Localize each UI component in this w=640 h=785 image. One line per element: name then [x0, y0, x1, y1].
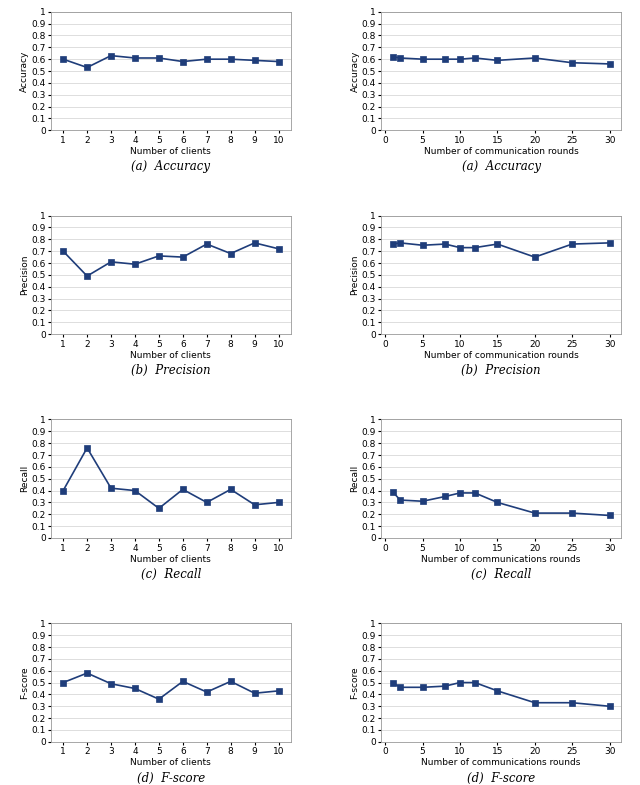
X-axis label: Number of clients: Number of clients — [131, 758, 211, 768]
Y-axis label: Accuracy: Accuracy — [351, 50, 360, 92]
X-axis label: Number of communication rounds: Number of communication rounds — [424, 147, 579, 156]
X-axis label: Number of clients: Number of clients — [131, 351, 211, 360]
X-axis label: Number of communications rounds: Number of communications rounds — [422, 758, 581, 768]
Y-axis label: Precision: Precision — [20, 254, 29, 295]
Y-axis label: Accuracy: Accuracy — [20, 50, 29, 92]
Text: (a)  Accuracy: (a) Accuracy — [461, 160, 541, 173]
Y-axis label: F-score: F-score — [351, 666, 360, 699]
Y-axis label: F-score: F-score — [20, 666, 29, 699]
Text: (a)  Accuracy: (a) Accuracy — [131, 160, 211, 173]
Y-axis label: Recall: Recall — [351, 465, 360, 492]
X-axis label: Number of communication rounds: Number of communication rounds — [424, 351, 579, 360]
Text: (b)  Precision: (b) Precision — [131, 364, 211, 377]
Text: (c)  Recall: (c) Recall — [141, 568, 201, 581]
X-axis label: Number of clients: Number of clients — [131, 555, 211, 564]
Y-axis label: Precision: Precision — [351, 254, 360, 295]
Y-axis label: Recall: Recall — [20, 465, 29, 492]
Text: (c)  Recall: (c) Recall — [471, 568, 531, 581]
X-axis label: Number of communications rounds: Number of communications rounds — [422, 555, 581, 564]
Text: (d)  F-score: (d) F-score — [137, 772, 205, 785]
X-axis label: Number of clients: Number of clients — [131, 147, 211, 156]
Text: (b)  Precision: (b) Precision — [461, 364, 541, 377]
Text: (d)  F-score: (d) F-score — [467, 772, 535, 785]
